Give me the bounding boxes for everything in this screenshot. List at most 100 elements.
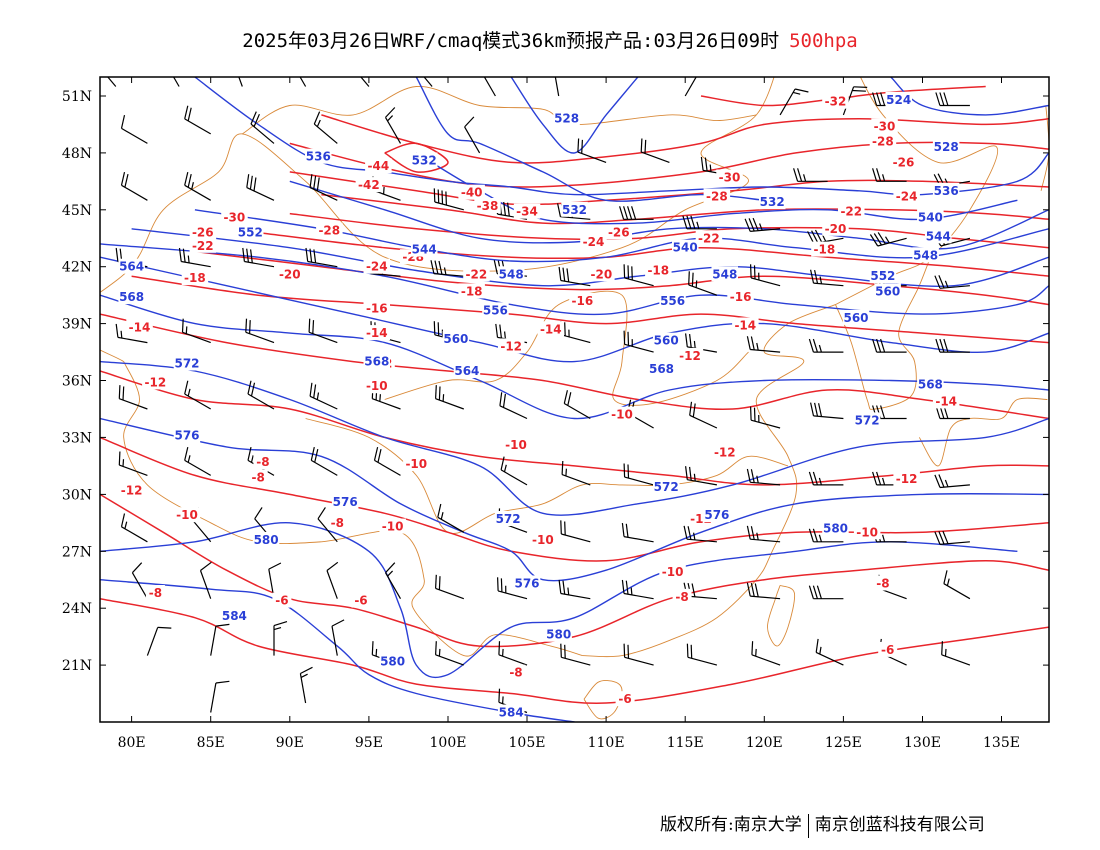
barb-flag	[938, 474, 945, 488]
barb-flag	[250, 382, 256, 397]
barb-flag	[876, 168, 882, 182]
barb-flag	[309, 382, 313, 397]
height-label-bg	[494, 511, 522, 526]
barb-flag	[200, 561, 212, 571]
barb-flag	[464, 116, 475, 128]
barb-half-flag	[882, 534, 886, 542]
barb-flag	[566, 268, 570, 282]
height-label-bg	[453, 363, 481, 378]
temperature-label-bg	[363, 258, 390, 274]
height-label-bg	[653, 478, 680, 494]
barb-flag	[818, 403, 823, 417]
wind-barb	[181, 318, 211, 344]
barb-shaft	[624, 343, 654, 353]
x-tick-label: 110E	[588, 735, 625, 751]
barb-flag	[877, 232, 886, 245]
barb-shaft	[815, 651, 844, 666]
wind-barb	[164, 51, 180, 87]
barb-flag	[814, 229, 823, 243]
barb-flag	[313, 111, 321, 125]
barb-flag	[246, 248, 249, 263]
barb-flag	[115, 323, 119, 338]
barb-flag	[872, 92, 878, 106]
barb-shaft	[623, 536, 654, 543]
x-tick-label: 85E	[197, 735, 225, 751]
barb-half-flag	[884, 236, 890, 244]
barb-flag	[793, 168, 799, 182]
border-mongolia-russia-border	[242, 86, 757, 135]
barb-flag	[164, 51, 173, 61]
wind-barb	[561, 460, 591, 486]
height-label: 560	[443, 332, 468, 346]
temperature-label: -40	[461, 186, 483, 200]
barb-flag	[502, 393, 506, 408]
barb-flag	[750, 582, 755, 597]
barb-shaft	[561, 533, 591, 543]
barb-flag	[943, 338, 949, 353]
barb-flag	[754, 583, 759, 597]
barb-shaft	[684, 77, 697, 97]
height-label: 580	[254, 533, 279, 547]
wind-barb	[299, 666, 313, 704]
barb-shaft	[623, 592, 654, 600]
barb-flag	[872, 168, 878, 182]
wind-barb	[934, 275, 970, 289]
barb-flag	[242, 247, 245, 262]
wind-barb	[246, 174, 275, 201]
barb-flag	[621, 579, 625, 594]
temperature-label: -22	[698, 231, 720, 245]
barb-flag	[704, 157, 708, 172]
barb-flag	[499, 392, 503, 406]
temperature-label: -10	[505, 438, 527, 452]
height-label-bg	[653, 332, 680, 348]
barb-flag	[577, 138, 580, 153]
barb-flag	[808, 528, 814, 542]
barb-flag	[373, 446, 379, 461]
barb-flag	[480, 60, 489, 70]
barb-flag	[560, 643, 562, 658]
barb-flag	[934, 531, 941, 545]
barb-shaft	[309, 187, 338, 201]
temperature-label-bg	[608, 406, 636, 422]
height-label-bg	[874, 283, 901, 299]
temperature-contour	[258, 231, 1049, 277]
barb-shaft	[877, 237, 907, 247]
barb-flag	[120, 171, 126, 186]
wind-barb	[554, 77, 560, 97]
height-label: 540	[918, 210, 943, 224]
barb-shaft	[751, 654, 781, 666]
barb-flag	[124, 173, 129, 188]
height-label-bg	[252, 531, 280, 547]
temperature-label: -10	[382, 520, 404, 534]
barb-half-flag	[695, 280, 698, 288]
copyright-text: 版权所有:南京大学	[660, 815, 802, 835]
temperature-label-bg	[711, 444, 738, 460]
barb-flag	[503, 201, 506, 216]
barb-flag	[797, 168, 803, 182]
temperature-label: -10	[662, 565, 684, 579]
barb-shaft	[119, 464, 148, 476]
temperature-label: -26	[608, 226, 630, 240]
barb-flag	[876, 92, 882, 106]
temperature-label: -28	[318, 224, 340, 238]
barb-flag	[178, 247, 182, 262]
height-label-bg	[703, 507, 731, 523]
border-china-northeast-border	[835, 77, 999, 306]
height-label: 572	[855, 413, 880, 427]
barb-shaft	[498, 654, 528, 666]
barb-half-flag	[756, 475, 759, 484]
barb-flag	[750, 526, 755, 540]
barb-flag	[438, 576, 441, 590]
barb-flag	[437, 503, 442, 518]
barb-shaft	[326, 570, 338, 599]
barb-shaft	[121, 184, 148, 201]
x-tick-label: 130E	[904, 735, 941, 751]
temperature-label: -12	[679, 349, 701, 363]
temperature-label-bg	[365, 158, 392, 174]
company-text: 南京创蓝科技有限公司	[814, 815, 985, 835]
barb-flag	[750, 469, 755, 483]
barb-shaft	[750, 481, 781, 486]
barb-shaft	[210, 682, 217, 713]
wind-barb	[373, 446, 401, 476]
barb-flag	[880, 405, 886, 419]
